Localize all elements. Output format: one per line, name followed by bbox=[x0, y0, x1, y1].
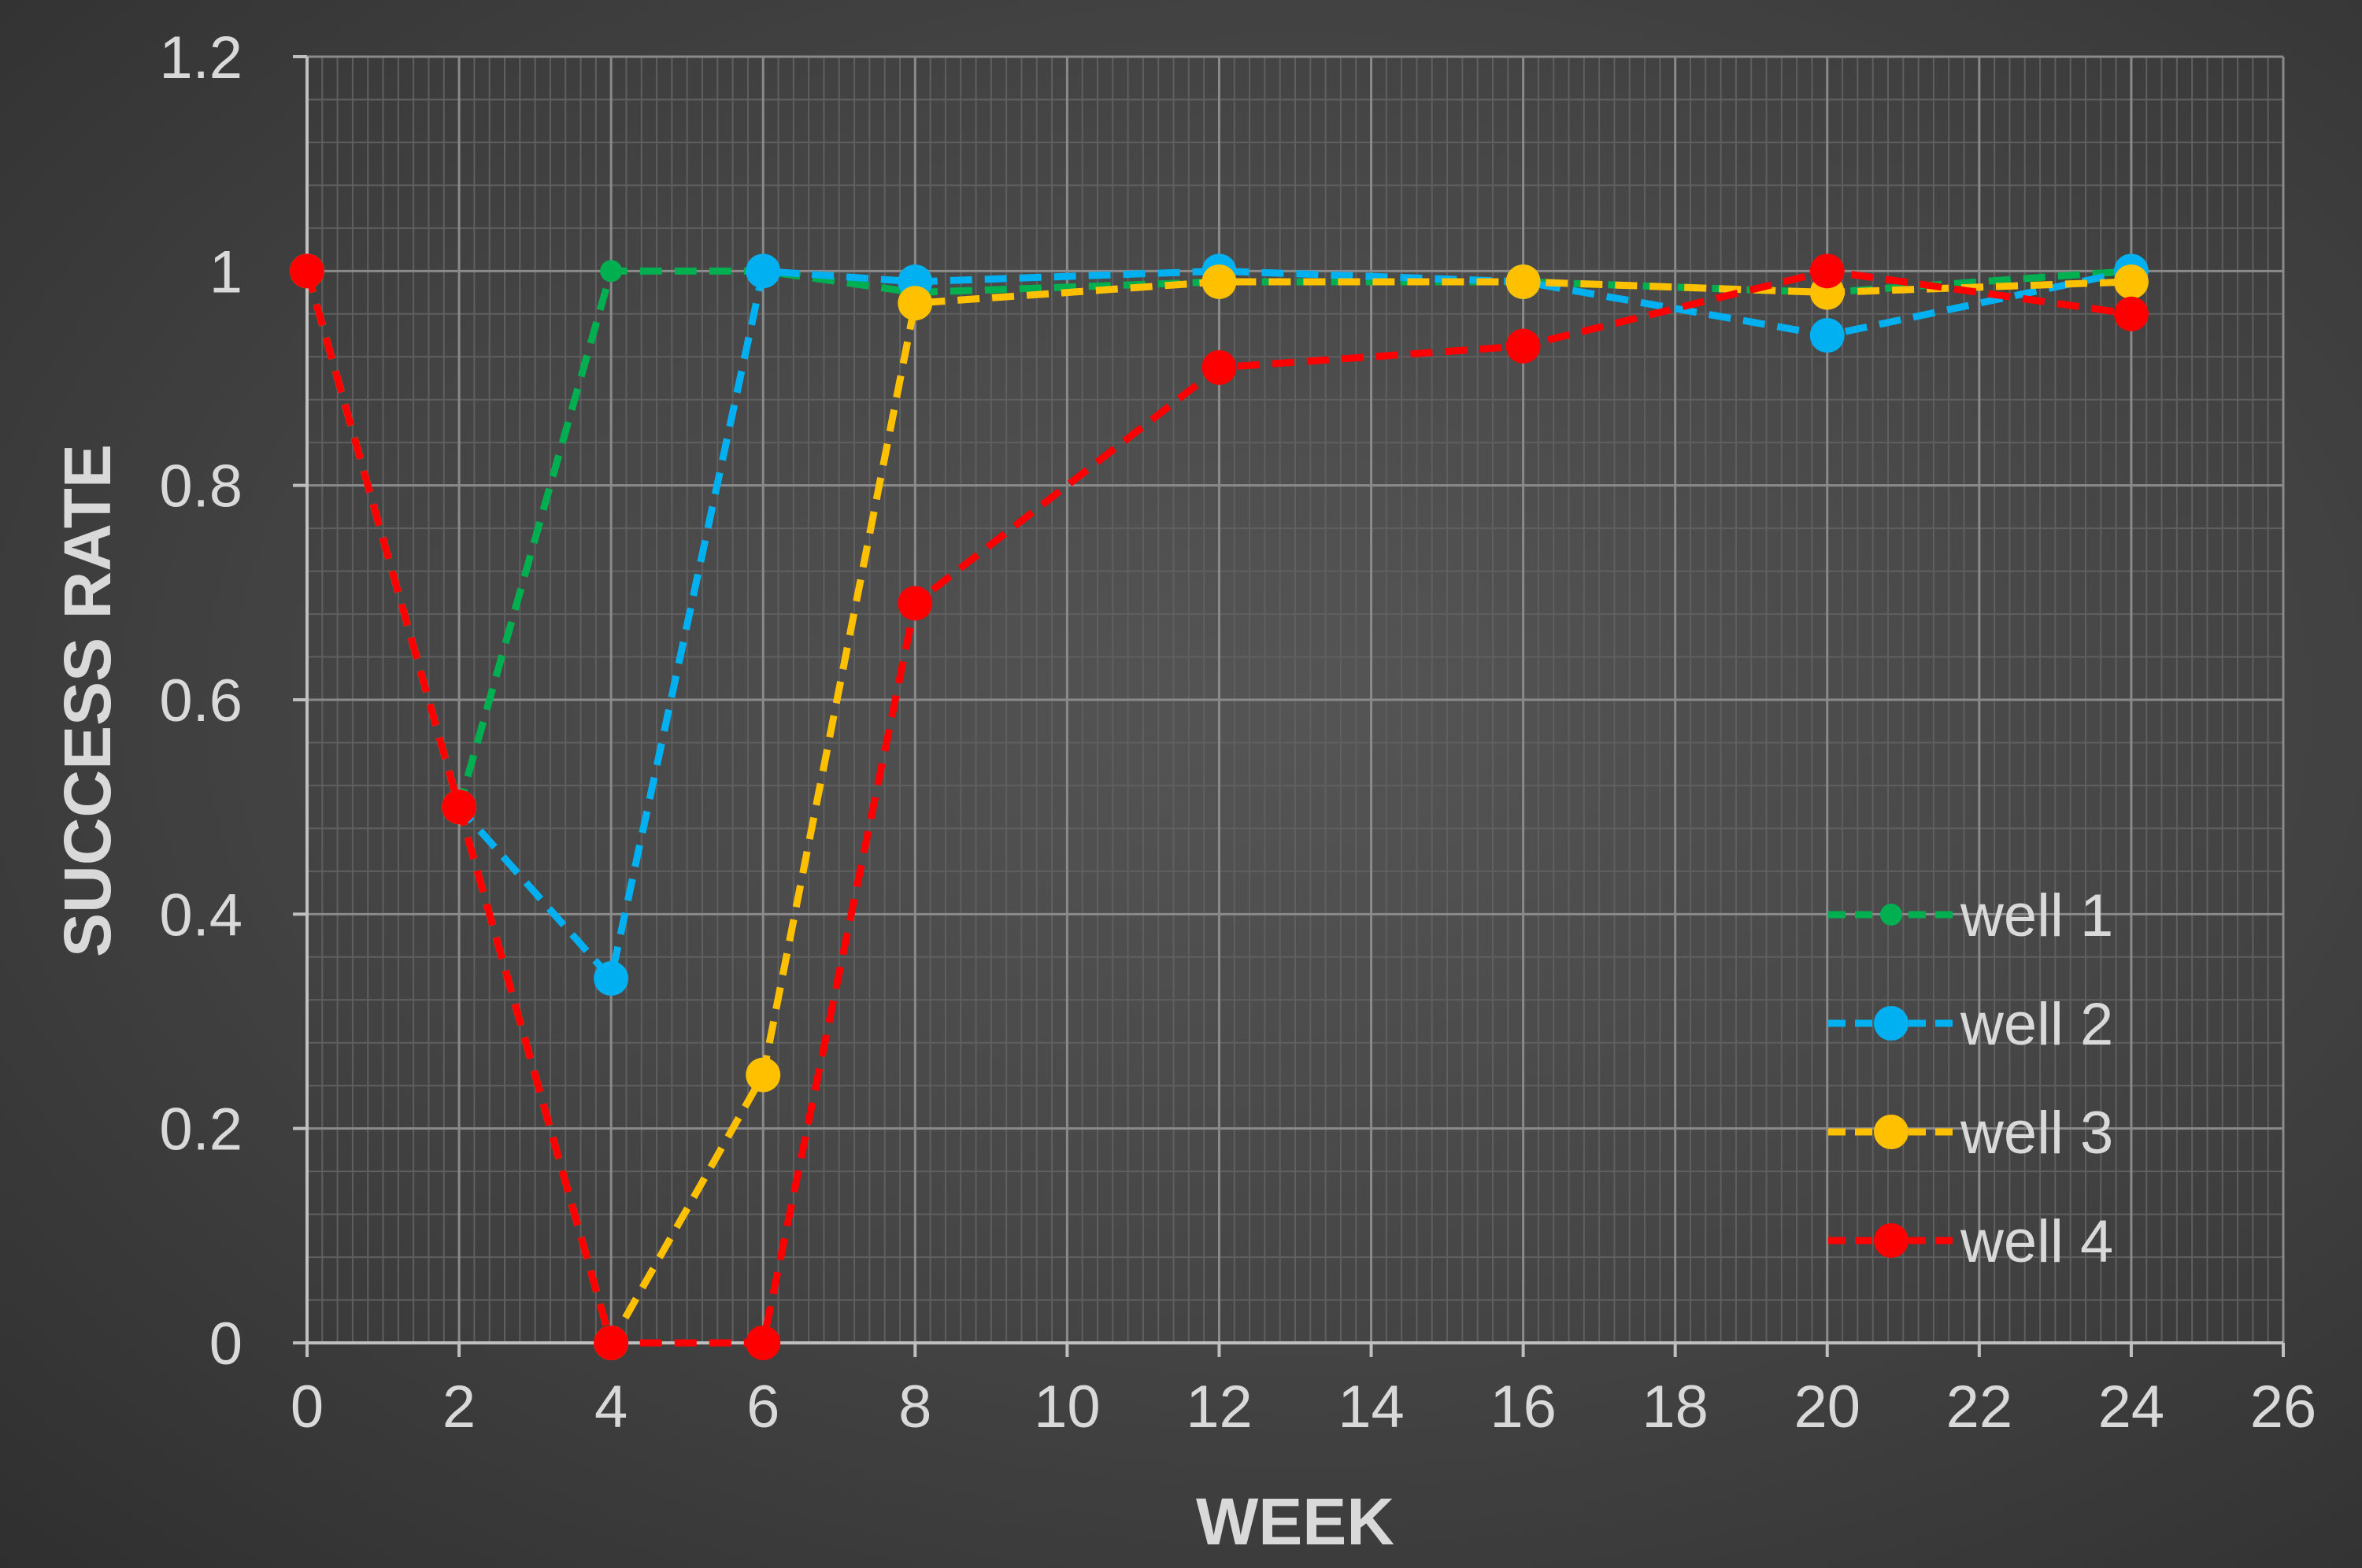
x-tick-label: 24 bbox=[2098, 1374, 2165, 1440]
data-point bbox=[600, 260, 623, 283]
y-tick-label: 0.8 bbox=[159, 453, 242, 520]
data-point bbox=[290, 253, 324, 289]
data-point bbox=[1201, 349, 1237, 385]
data-point bbox=[1201, 264, 1237, 299]
x-tick-label: 26 bbox=[2250, 1374, 2317, 1440]
legend-swatch-marker bbox=[1874, 1223, 1908, 1258]
x-axis-title: WEEK bbox=[1196, 1485, 1394, 1559]
legend-swatch-marker bbox=[1874, 1006, 1908, 1041]
data-point bbox=[1505, 264, 1541, 299]
series-group bbox=[290, 253, 2149, 1360]
legend-label: well 3 bbox=[1960, 1100, 2113, 1167]
y-axis-title: SUCCESS RATE bbox=[50, 444, 124, 957]
y-tick-label: 0.2 bbox=[159, 1096, 242, 1163]
x-tick-label: 12 bbox=[1186, 1374, 1253, 1440]
data-point bbox=[594, 1326, 629, 1360]
data-point bbox=[2113, 264, 2149, 299]
legend-item: well 3 bbox=[1828, 1100, 2113, 1167]
y-tick-label: 0 bbox=[209, 1311, 242, 1378]
data-point bbox=[746, 253, 781, 289]
data-point bbox=[898, 286, 933, 321]
legend-item: well 4 bbox=[1828, 1208, 2113, 1275]
x-tick-label: 14 bbox=[1338, 1374, 1405, 1440]
series-line bbox=[303, 267, 2132, 982]
x-tick-label: 2 bbox=[442, 1374, 476, 1440]
x-tick-label: 0 bbox=[291, 1374, 324, 1440]
legend-label: well 1 bbox=[1960, 882, 2113, 949]
data-point bbox=[746, 1326, 781, 1360]
y-tick-label: 1 bbox=[209, 239, 242, 305]
legend-swatch-marker bbox=[1874, 1115, 1908, 1149]
legend-swatch-marker bbox=[1880, 904, 1902, 926]
x-tick-label: 20 bbox=[1794, 1374, 1860, 1440]
data-point bbox=[746, 1057, 781, 1093]
legend: well 1 well 2 well 3 well 4 bbox=[1828, 882, 2113, 1275]
y-tick-label: 0.4 bbox=[159, 882, 242, 949]
data-point bbox=[2113, 296, 2149, 331]
x-tick-label: 4 bbox=[594, 1374, 628, 1440]
x-tick-label: 8 bbox=[898, 1374, 931, 1440]
y-tick-label: 1.2 bbox=[159, 24, 242, 91]
x-tick-label: 16 bbox=[1490, 1374, 1557, 1440]
series-4 bbox=[290, 253, 2149, 1360]
data-point bbox=[594, 961, 629, 997]
x-tick-label: 18 bbox=[1642, 1374, 1709, 1440]
x-tick-label: 10 bbox=[1034, 1374, 1101, 1440]
data-point bbox=[442, 790, 477, 825]
data-point bbox=[1809, 318, 1845, 353]
data-point bbox=[1505, 328, 1541, 364]
x-tick-label: 6 bbox=[746, 1374, 779, 1440]
data-point bbox=[898, 586, 933, 621]
legend-item: well 2 bbox=[1828, 991, 2113, 1058]
legend-label: well 4 bbox=[1960, 1208, 2113, 1275]
legend-item: well 1 bbox=[1828, 882, 2113, 949]
x-tick-label: 22 bbox=[1946, 1374, 2013, 1440]
data-point bbox=[1809, 253, 1845, 289]
legend-label: well 2 bbox=[1960, 991, 2113, 1058]
y-tick-label: 0.6 bbox=[159, 668, 242, 734]
